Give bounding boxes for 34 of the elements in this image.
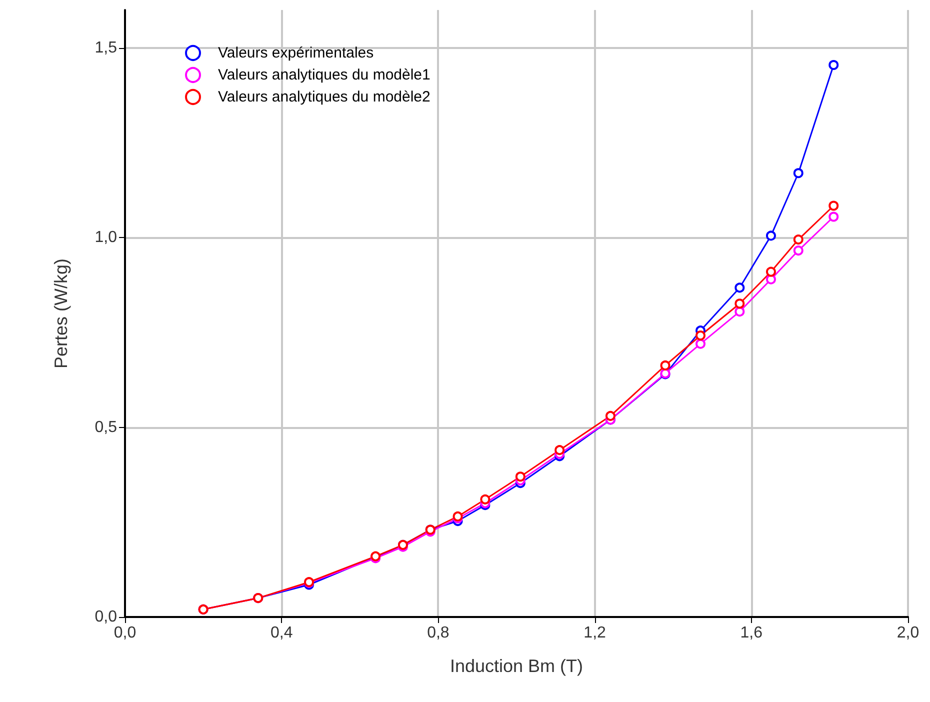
point (734, 298, 745, 309)
point (766, 230, 776, 241)
x-tick-label: 1,2 (584, 624, 606, 642)
point (480, 494, 490, 504)
point (828, 60, 839, 70)
point (734, 282, 745, 293)
y-tick-label: 0,5 (94, 418, 118, 436)
legend-label: Valeurs analytiques du modèle1 (218, 66, 430, 84)
point (734, 306, 745, 317)
x-tick-label: 0,8 (427, 624, 450, 642)
point (515, 472, 526, 482)
y-tick-label: 1,0 (94, 229, 118, 246)
x-tick-label: 1,6 (740, 624, 763, 642)
point (766, 266, 776, 277)
legend-label: Valeurs expérimentales (218, 44, 374, 62)
point (554, 445, 565, 456)
point (605, 410, 616, 421)
legend-label: Valeurs analytiques du modèle2 (218, 88, 430, 106)
point (828, 200, 839, 211)
point (696, 330, 706, 340)
point (793, 168, 804, 178)
y-axis-title: Pertes (W/kg) (51, 258, 71, 369)
point (696, 338, 706, 349)
x-tick-label: 0,0 (114, 624, 136, 642)
x-axis-title: Induction Bm (T) (450, 656, 584, 676)
y-tick-label: 1,5 (94, 39, 118, 56)
point (793, 246, 804, 256)
x-tick-label: 0,4 (270, 624, 293, 642)
x-tick-label: 2,0 (896, 624, 920, 642)
point (660, 360, 670, 370)
y-tick-label: 0,0 (94, 608, 118, 626)
point (793, 234, 804, 245)
point (828, 212, 839, 222)
point (766, 274, 776, 284)
